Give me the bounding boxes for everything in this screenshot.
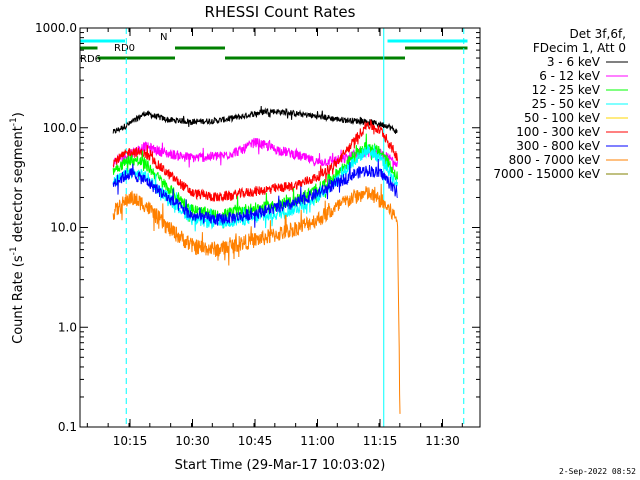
series-300-800-kev bbox=[112, 158, 398, 228]
x-tick-label: 11:00 bbox=[300, 434, 335, 448]
legend-entry-label: 25 - 50 keV bbox=[532, 97, 601, 111]
y-tick-label: 1.0 bbox=[58, 320, 77, 334]
legend-entry-label: 50 - 100 keV bbox=[524, 111, 601, 125]
y-tick-label: 0.1 bbox=[58, 420, 77, 434]
series-lines bbox=[112, 105, 401, 414]
chart-title: RHESSI Count Rates bbox=[205, 3, 356, 21]
y-tick-label: 100.0 bbox=[43, 121, 77, 135]
legend-entry-label: 7000 - 15000 keV bbox=[493, 167, 600, 181]
x-tick-label: 10:15 bbox=[113, 434, 148, 448]
series-6-12-kev bbox=[112, 137, 398, 171]
attenuator-label-n: N bbox=[160, 32, 167, 43]
x-axis-ticks: 10:15 10:30 10:45 11:00 11:15 11:30 bbox=[86, 28, 463, 448]
attenuator-label-rd6: RD6 bbox=[80, 54, 101, 65]
x-tick-label: 10:30 bbox=[175, 434, 210, 448]
series-12-25-kev bbox=[112, 133, 398, 229]
legend-header-line-2: FDecim 1, Att 0 bbox=[533, 41, 626, 55]
y-axis-label: Count Rate (s-1 detector segment-1) bbox=[9, 112, 26, 344]
attenuator-label-rd0: RD0 bbox=[114, 43, 135, 54]
y-tick-label: 1000.0 bbox=[35, 21, 77, 35]
y-axis-ticks: 0.1 1.0 10.0 100.0 1000.0 bbox=[35, 21, 480, 434]
x-tick-label: 10:45 bbox=[238, 434, 273, 448]
x-tick-label: 11:15 bbox=[363, 434, 398, 448]
y-tick-label: 10.0 bbox=[50, 221, 77, 235]
legend-entry-label: 6 - 12 keV bbox=[539, 69, 601, 83]
legend-entry-label: 300 - 800 keV bbox=[516, 139, 600, 153]
x-axis-label: Start Time (29-Mar-17 10:03:02) bbox=[175, 458, 386, 473]
series-3-6-kev bbox=[112, 105, 398, 134]
x-tick-label: 11:30 bbox=[425, 434, 460, 448]
series-100-300-kev bbox=[112, 118, 398, 203]
vertical-markers bbox=[79, 28, 465, 427]
legend-header-line-1: Det 3f,6f, bbox=[570, 27, 627, 41]
legend-entry-label: 3 - 6 keV bbox=[547, 55, 601, 69]
legend-entry-label: 800 - 7000 keV bbox=[509, 153, 601, 167]
series-800-7000-kev bbox=[112, 183, 401, 414]
legend-entry-label: 100 - 300 keV bbox=[516, 125, 600, 139]
attenuator-state-bars: N RD0 RD6 bbox=[80, 32, 468, 65]
legend-entry-label: 12 - 25 keV bbox=[532, 83, 601, 97]
footer-date: 2-Sep-2022 08:52 bbox=[559, 467, 636, 476]
